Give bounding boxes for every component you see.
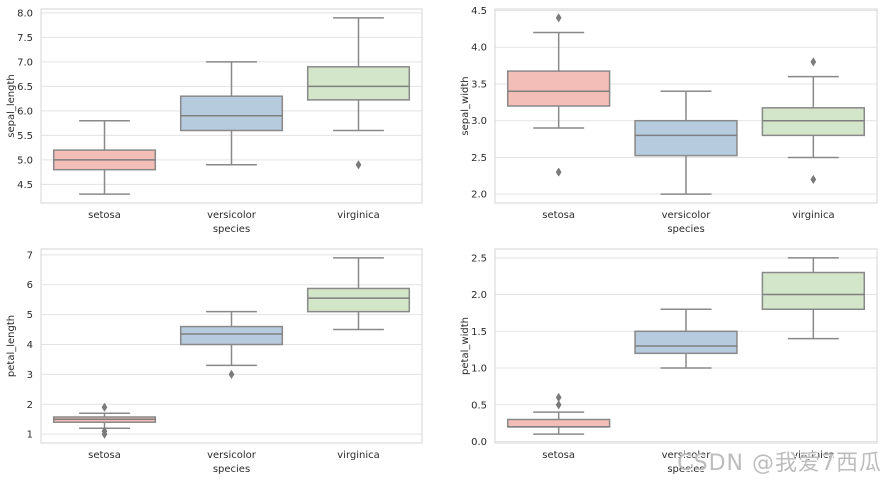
y-axis-label: petal_width xyxy=(460,317,471,375)
outlier-marker xyxy=(228,369,235,380)
iqr-box xyxy=(306,66,411,101)
outlier-marker xyxy=(555,400,562,410)
y-tick-label: 6.0 xyxy=(17,106,33,117)
outlier-marker xyxy=(101,429,108,439)
outlier-marker xyxy=(810,174,817,185)
box-virginica xyxy=(306,17,411,170)
outlier-marker xyxy=(355,160,362,170)
iqr-box xyxy=(179,325,284,346)
csdn-watermark: CSDN @我爱7西瓜 xyxy=(677,451,882,476)
iqr-box xyxy=(179,95,284,132)
y-tick-label: 0.0 xyxy=(471,437,487,448)
x-tick-label-versicolor: versicolor xyxy=(662,450,712,461)
axes-frame xyxy=(494,8,878,204)
x-axis-label: species xyxy=(667,464,704,475)
box-virginica xyxy=(761,57,866,185)
x-tick-label-versicolor: versicolor xyxy=(207,450,257,461)
x-tick-label-virginica: virginica xyxy=(792,210,835,221)
box-setosa xyxy=(52,402,157,439)
y-tick-label: 6 xyxy=(27,280,33,291)
y-tick-label: 4.5 xyxy=(471,6,487,17)
box-setosa xyxy=(52,119,157,195)
y-tick-label: 5 xyxy=(27,310,33,321)
y-tick-label: 3.0 xyxy=(471,116,487,127)
y-tick-label: 4.0 xyxy=(471,43,487,54)
y-tick-label: 1 xyxy=(27,430,33,441)
box-setosa xyxy=(506,392,611,435)
x-tick-label-setosa: setosa xyxy=(542,210,575,221)
x-axis-label: species xyxy=(667,224,704,235)
y-tick-label: 6.5 xyxy=(17,82,33,93)
y-tick-label: 7 xyxy=(27,250,33,261)
outlier-marker xyxy=(555,392,562,403)
y-tick-label: 8.0 xyxy=(17,8,33,19)
iqr-box xyxy=(506,418,611,428)
y-tick-label: 5.5 xyxy=(17,131,33,142)
y-tick-label: 2.0 xyxy=(471,290,487,301)
axes-frame xyxy=(494,248,878,444)
y-tick-label: 2.5 xyxy=(471,253,487,264)
x-tick-label-setosa: setosa xyxy=(542,450,575,461)
outlier-marker xyxy=(555,13,562,23)
iqr-box xyxy=(761,271,866,311)
box-versicolor xyxy=(634,308,738,369)
iqr-box xyxy=(634,119,738,157)
y-tick-label: 5.0 xyxy=(17,155,33,166)
box-setosa xyxy=(506,13,611,177)
axes-frame xyxy=(40,248,423,444)
x-tick-label-setosa: setosa xyxy=(88,210,121,221)
y-tick-label: 2.5 xyxy=(471,153,487,164)
y-tick-label: 1.5 xyxy=(471,327,487,338)
box-virginica xyxy=(761,257,866,340)
y-axis-label: sepal_length xyxy=(6,74,17,138)
axes-frame xyxy=(40,8,423,204)
x-axis-label: species xyxy=(213,464,250,475)
x-axis-label: species xyxy=(213,224,250,235)
outlier-marker xyxy=(555,167,562,177)
iqr-box xyxy=(634,330,738,355)
y-tick-label: 2 xyxy=(27,400,33,411)
y-tick-label: 2.0 xyxy=(471,190,487,201)
y-tick-label: 7.5 xyxy=(17,33,33,44)
outlier-marker xyxy=(810,57,817,67)
y-tick-label: 7.0 xyxy=(17,57,33,68)
y-tick-label: 3 xyxy=(27,370,33,381)
y-tick-label: 1.0 xyxy=(471,364,487,375)
y-tick-label: 4 xyxy=(27,340,33,351)
iqr-box xyxy=(506,70,611,107)
y-tick-label: 4.5 xyxy=(17,180,33,191)
outlier-marker xyxy=(101,402,108,412)
x-tick-label-setosa: setosa xyxy=(88,450,121,461)
x-tick-label-virginica: virginica xyxy=(792,450,835,461)
box-versicolor xyxy=(634,90,738,195)
y-tick-label: 3.5 xyxy=(471,79,487,90)
x-tick-label-versicolor: versicolor xyxy=(207,210,257,221)
y-tick-label: 0.5 xyxy=(471,400,487,411)
x-tick-label-virginica: virginica xyxy=(337,450,380,461)
y-axis-label: petal_length xyxy=(6,315,17,377)
x-tick-label-versicolor: versicolor xyxy=(662,210,712,221)
box-versicolor xyxy=(179,310,284,380)
iqr-box xyxy=(761,107,866,137)
iqr-box xyxy=(306,287,411,313)
subplot-sepal_length: 4.5 5.0 5.5 6.0 6.5 7.0 7.5 8.0 sepal_lengthseto… xyxy=(6,8,423,235)
x-tick-label-virginica: virginica xyxy=(337,210,380,221)
y-axis-label: sepal_width xyxy=(460,76,471,135)
box-virginica xyxy=(306,257,411,331)
box-versicolor xyxy=(179,61,284,166)
